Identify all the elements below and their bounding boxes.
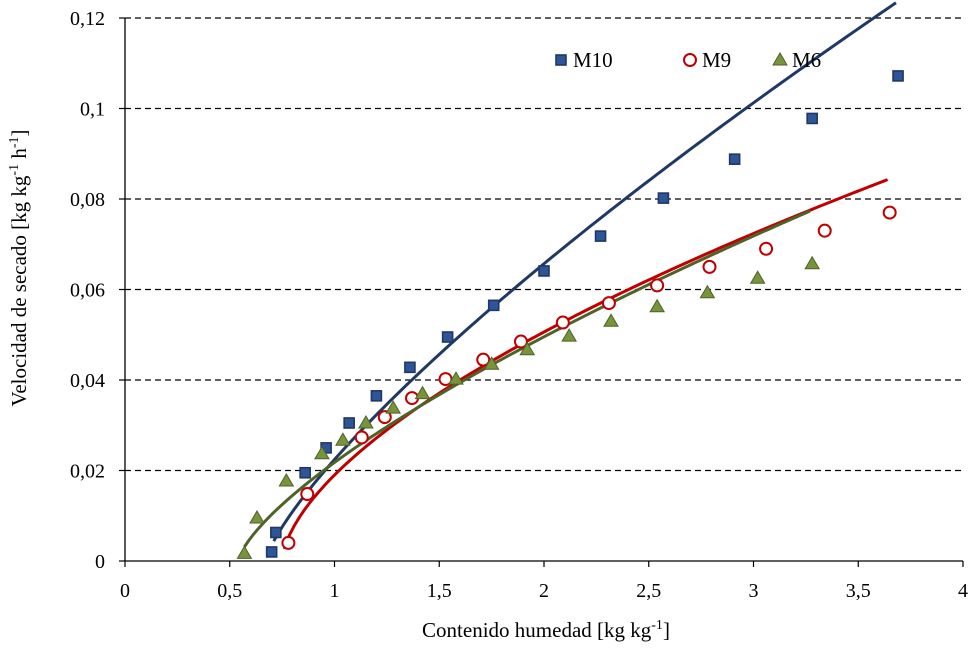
- y-tick-label-6: 0,12: [70, 8, 105, 30]
- x-tick-label-4: 2: [539, 580, 549, 602]
- legend-marker-M10: [555, 54, 567, 66]
- gridlines: [125, 17, 963, 472]
- y-tick-label-4: 0,08: [70, 189, 105, 211]
- x-tick-labels: 0 0,5 1 1,5 2 2,5 3 3,5 4: [120, 580, 968, 602]
- point-M9-7: [513, 334, 528, 349]
- x-tick-label-7: 3,5: [846, 580, 871, 602]
- point-M10-4: [343, 417, 355, 429]
- legend-marker-M6: [772, 52, 788, 66]
- point-M10-9: [538, 265, 550, 277]
- x-axis-title: Contenido humedad [kg kg-1]: [422, 618, 670, 642]
- point-M10-7: [441, 331, 454, 343]
- point-M9-12: [759, 241, 774, 256]
- legend-label-M9: M9: [702, 48, 731, 72]
- point-M9-3: [377, 410, 392, 425]
- x-tick-label-5: 2,5: [636, 580, 661, 602]
- point-M10-10: [594, 230, 607, 242]
- legend-label-M6: M6: [792, 48, 821, 72]
- legend-marker-M9: [683, 53, 697, 67]
- x-tick-label-1: 0,5: [217, 580, 242, 602]
- fit-curve-M10: [272, 1, 897, 542]
- point-M10-0: [265, 546, 278, 558]
- point-M6-12: [603, 313, 619, 327]
- fit-curve-M9: [282, 178, 889, 550]
- legend-label-M10: M10: [573, 48, 613, 72]
- point-M10-13: [806, 112, 818, 125]
- point-M6-6: [385, 400, 402, 414]
- y-axis-title: Velocidad de secado [kg kg-1 h-1]: [7, 129, 31, 406]
- point-M6-9: [483, 356, 500, 370]
- point-M6-5: [358, 415, 374, 429]
- fit-curve-M6: [243, 209, 811, 548]
- y-tick-label-2: 0,04: [70, 370, 105, 392]
- x-tick-label-3: 1,5: [427, 580, 452, 602]
- point-M6-14: [699, 284, 716, 299]
- point-M9-6: [476, 352, 491, 367]
- point-M10-11: [657, 192, 670, 204]
- point-M6-15: [749, 270, 766, 284]
- point-M6-0: [236, 545, 253, 559]
- point-M6-2: [278, 472, 295, 487]
- point-M6-4: [335, 432, 351, 446]
- point-M9-13: [817, 223, 832, 238]
- point-M6-3: [314, 445, 330, 460]
- point-M10-5: [370, 390, 383, 402]
- point-M6-8: [448, 371, 464, 385]
- point-M9-14: [882, 205, 897, 220]
- point-M10-14: [892, 70, 904, 82]
- point-M6-13: [649, 298, 666, 313]
- point-M9-0: [281, 535, 296, 550]
- point-M10-1: [270, 526, 282, 539]
- point-M6-16: [804, 255, 821, 270]
- y-tick-label-3: 0,06: [70, 280, 105, 302]
- x-tick-label-0: 0: [120, 580, 130, 602]
- point-M10-6: [404, 361, 416, 374]
- point-M9-9: [601, 296, 616, 311]
- x-tick-label-2: 1: [330, 580, 340, 602]
- y-tick-label-5: 0,1: [80, 99, 105, 121]
- point-M10-12: [728, 153, 741, 165]
- fit-curves: [243, 1, 897, 550]
- data-markers: [236, 70, 904, 559]
- point-M9-2: [354, 430, 369, 445]
- x-tick-label-6: 3: [749, 580, 759, 602]
- point-M9-8: [555, 315, 570, 330]
- point-M10-2: [299, 466, 311, 479]
- x-tick-label-8: 4: [958, 580, 968, 602]
- legend: M10 M9 M6: [555, 48, 821, 72]
- y-tick-label-0: 0: [95, 551, 105, 573]
- point-M9-11: [702, 259, 717, 274]
- point-M6-7: [414, 385, 431, 400]
- y-tick-labels: 0 0,02 0,04 0,06 0,08 0,1 0,12: [70, 8, 105, 573]
- point-M9-1: [300, 487, 315, 502]
- point-M6-1: [249, 510, 265, 524]
- point-M6-11: [561, 328, 578, 342]
- y-tick-label-1: 0,02: [70, 461, 105, 483]
- point-M10-8: [487, 299, 500, 312]
- point-M9-10: [650, 278, 665, 293]
- point-M6-10: [519, 341, 536, 356]
- axes: [119, 17, 964, 567]
